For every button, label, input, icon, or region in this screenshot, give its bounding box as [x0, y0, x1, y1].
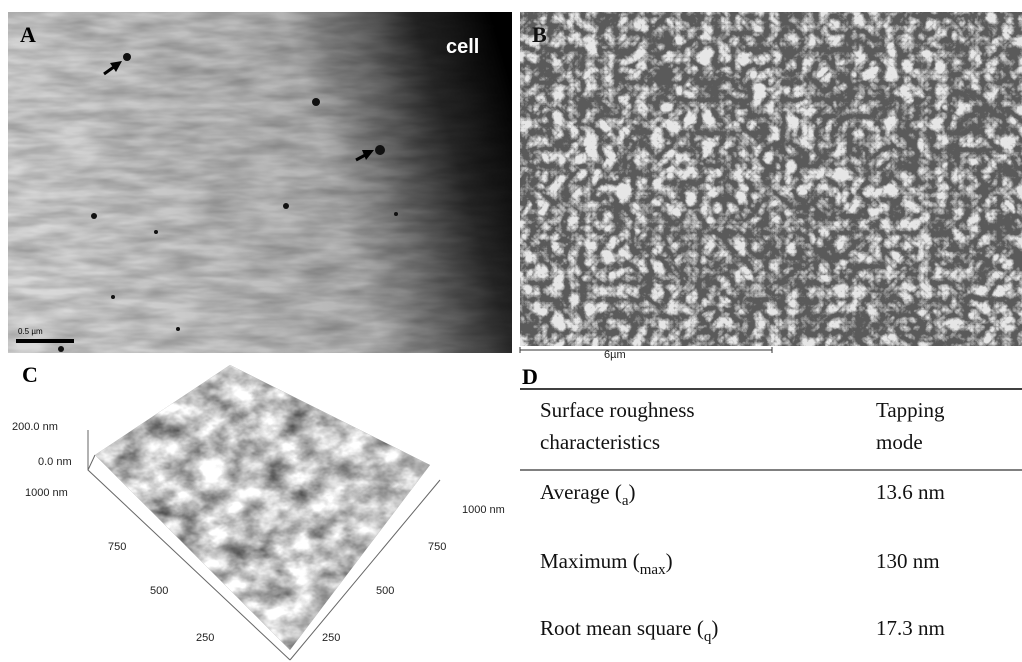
z-tick-label: 200.0 nm: [12, 421, 58, 433]
panel-d: D Surface roughness characteristics Tapp…: [520, 364, 1022, 645]
right-axis-label: 250: [322, 632, 340, 644]
panel-label: C: [22, 362, 38, 387]
right-axis-label: 750: [428, 541, 446, 553]
left-axis-label: 750: [108, 541, 126, 553]
right-axis-label: 500: [376, 585, 394, 597]
row-label: Average (a): [540, 480, 635, 509]
header-cell: characteristics: [540, 430, 660, 454]
label-text: Root mean square (: [540, 616, 704, 640]
label-text: ): [666, 549, 673, 573]
table-body: Average (a) 13.6 nm Maximum (max) 130 nm Roo…: [540, 480, 945, 645]
scale-bar-label: 6µm: [604, 349, 626, 361]
row-value: 130 nm: [876, 549, 940, 573]
left-axis-label: 250: [196, 632, 214, 644]
panel-label: D: [522, 364, 538, 389]
panel-c: C 200.0 nm 0.0 nm 1000 nm 750 500 250 10…: [12, 360, 505, 660]
header-cell: Tapping: [876, 398, 945, 422]
subscript: max: [640, 562, 666, 578]
label-text: ): [628, 480, 635, 504]
scale-bar: [520, 347, 772, 353]
header-cell: mode: [876, 430, 923, 454]
scale-bar-label: 0.5 µm: [18, 327, 43, 336]
row-value: 13.6 nm: [876, 480, 945, 504]
panel-label: A: [20, 22, 36, 47]
left-axis-label: 1000 nm: [25, 487, 68, 499]
right-axis-label: 1000 nm: [462, 504, 505, 516]
row-value: 17.3 nm: [876, 616, 945, 640]
label-text: Average (: [540, 480, 622, 504]
row-label: Maximum (max): [540, 549, 673, 578]
surface-texture: [90, 360, 435, 655]
annotation: cell: [446, 36, 479, 58]
figure: A cell 0.5 µm B 6µm C 200.0 nm 0.0 nm 10…: [0, 0, 1022, 662]
panel-b: B 6µm: [520, 12, 1022, 361]
panel-a: A cell 0.5 µm: [8, 12, 512, 353]
fiber-texture: [520, 12, 1022, 346]
left-axis-label: 500: [150, 585, 168, 597]
header-cell: Surface roughness: [540, 398, 695, 422]
z-tick-label: 0.0 nm: [38, 456, 72, 468]
panel-label: B: [532, 22, 547, 47]
fiber-texture: [8, 12, 512, 353]
label-text: Maximum (: [540, 549, 640, 573]
row-label: Root mean square (q): [540, 616, 718, 645]
label-text: ): [711, 616, 718, 640]
scale-bar: [16, 339, 74, 343]
